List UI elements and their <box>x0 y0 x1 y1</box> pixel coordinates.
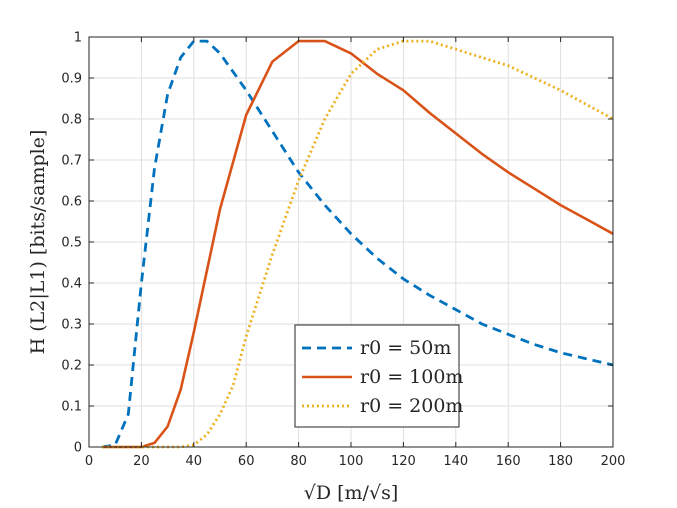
x-axis-label: √D [m/√s] <box>304 482 398 504</box>
y-tick-label: 0.1 <box>61 400 82 415</box>
y-tick-label: 0.5 <box>61 236 82 251</box>
y-tick-label: 0.4 <box>61 277 82 292</box>
y-tick-label: 0.9 <box>61 72 82 87</box>
y-tick-label: 0 <box>74 441 82 456</box>
x-tick-label: 160 <box>496 454 521 469</box>
x-tick-label: 140 <box>443 454 468 469</box>
x-tick-label: 120 <box>391 454 416 469</box>
series-line-3 <box>102 39 614 449</box>
x-tick-label: 100 <box>339 454 364 469</box>
x-tick-label: 200 <box>601 454 626 469</box>
y-axis-label: H (L2|L1) [bits/sample] <box>27 130 49 355</box>
legend: r0 = 50m r0 = 100m r0 = 200m <box>294 324 463 428</box>
x-tick-label: 80 <box>290 454 307 469</box>
x-tick-label: 180 <box>548 454 573 469</box>
x-tick-label: 20 <box>133 454 150 469</box>
series-line-1 <box>101 39 614 449</box>
y-tick-label: 1 <box>74 31 82 46</box>
y-tick-label: 0.2 <box>61 359 82 374</box>
ticks: 0 20 40 60 80 100 120 140 160 180 200 0 0.1 0.2 0.3 0.4… <box>61 31 625 470</box>
y-tick-label: 0.7 <box>61 154 82 169</box>
y-tick-label: 0.8 <box>61 113 82 128</box>
legend-label-3: r0 = 200m <box>360 395 463 417</box>
legend-label-1: r0 = 50m <box>360 337 451 359</box>
y-tick-label: 0.3 <box>61 318 82 333</box>
y-tick-label: 0.6 <box>61 195 82 210</box>
x-tick-label: 0 <box>85 454 93 469</box>
x-tick-label: 60 <box>238 454 255 469</box>
x-tick-label: 40 <box>186 454 203 469</box>
legend-label-2: r0 = 100m <box>360 366 463 388</box>
